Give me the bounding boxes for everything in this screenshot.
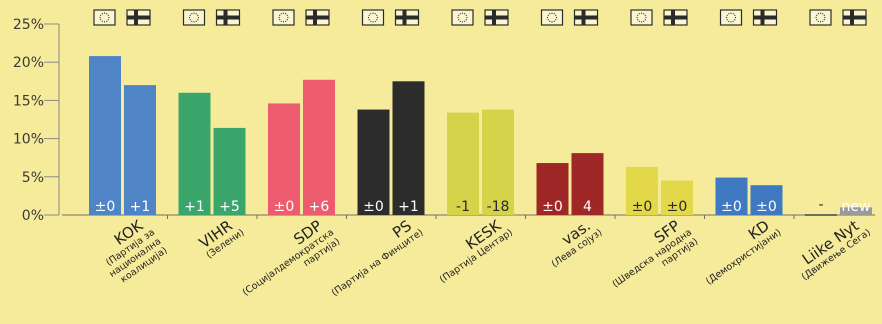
eu-flag-icon	[540, 9, 564, 26]
y-tick-label: 25%	[13, 17, 44, 33]
y-tick-label: 15%	[13, 93, 44, 109]
bar-change-label: +1	[184, 199, 205, 215]
eu-flag-icon	[93, 9, 116, 26]
eu-flag-icon	[272, 9, 295, 26]
bar-change-label: +1	[130, 199, 151, 215]
eu-flag-icon	[630, 9, 653, 26]
bar-change-label: ±0	[756, 199, 777, 215]
finland-flag-icon	[305, 9, 330, 26]
bar	[661, 180, 693, 215]
bar	[447, 112, 479, 215]
bar	[178, 92, 211, 215]
bar-change-label: ±0	[632, 199, 653, 215]
bar	[840, 207, 872, 215]
finland-flag-icon	[573, 9, 599, 26]
bar	[89, 56, 121, 216]
bar-group-kok: ±0 +1	[89, 56, 156, 216]
eu-flag-icon	[451, 9, 474, 26]
bar	[715, 177, 748, 215]
bar-change-label: ±0	[542, 199, 563, 215]
finland-flag-icon	[215, 9, 241, 26]
bar	[268, 103, 300, 215]
bar-change-label: ±0	[95, 199, 116, 215]
finland-flag-icon	[126, 9, 151, 26]
bar-group-vihr: +1 +5	[178, 92, 246, 215]
bar-change-label: +5	[219, 199, 240, 215]
bar	[626, 166, 658, 215]
bar	[571, 153, 604, 215]
category-label: vas.(Лева сојуз)	[550, 217, 605, 270]
category-subtitle: (Партија на Финците)	[330, 227, 426, 299]
eu-flag-icon	[719, 9, 743, 26]
bar-change-label: ±0	[667, 199, 688, 215]
y-tick-label: 20%	[13, 55, 44, 71]
bar-change-label: -	[818, 197, 823, 213]
bar-group-sdp: ±0 +6	[268, 79, 335, 215]
y-tick-label: 10%	[13, 132, 44, 148]
bar	[750, 185, 783, 215]
category-subtitle: (Демохристијани)	[704, 227, 783, 287]
bar-group-vas: ±0 4	[536, 153, 604, 215]
y-tick-label: 0%	[22, 208, 44, 224]
bar-change-label: ±0	[274, 199, 295, 215]
bar	[303, 79, 335, 215]
finland-flag-icon	[394, 9, 420, 26]
finland-flag-icon	[752, 9, 778, 26]
category-label: PS(Партија на Финците)	[330, 217, 426, 299]
bar-change-label: new	[842, 199, 871, 215]
legend-flags	[93, 9, 867, 26]
finland-flag-icon	[663, 9, 688, 26]
category-label: KESK(Партија Центар)	[438, 216, 515, 286]
bars: ±0 +1 +1 +5 ±0 +6 ±0 +1 -1 -18 ±0 4 ±0 ±0 ±0 ±0 - new	[89, 56, 872, 216]
bar-group-sfp: ±0 ±0	[626, 166, 693, 215]
bar-group-ps: ±0 +1	[357, 81, 425, 215]
category-label: Liike Nyt(Движење Сега)	[799, 216, 873, 282]
bar	[392, 81, 425, 215]
eu-flag-icon	[809, 9, 832, 26]
bar-change-label: +1	[398, 199, 419, 215]
bar-change-label: -18	[487, 199, 510, 215]
bar-change-label: +6	[309, 199, 330, 215]
bar-group-kesk: -1 -18	[447, 109, 514, 215]
finland-flag-icon	[842, 9, 867, 26]
bar	[357, 109, 390, 215]
bar-group-liike-nyt: - new	[805, 197, 872, 216]
bar-change-label: -1	[456, 199, 470, 215]
category-label: KD(Демохристијани)	[704, 217, 783, 288]
bar-change-label: ±0	[363, 199, 384, 215]
category-subtitle: (Шведска народна	[611, 227, 694, 290]
bar-change-label: 4	[583, 199, 592, 215]
bar-group-kd: ±0 ±0	[715, 177, 783, 215]
eu-flag-icon	[182, 9, 206, 26]
category-subtitle: (Социјалдемократска	[241, 227, 336, 298]
bar	[124, 85, 156, 216]
bar	[482, 109, 514, 215]
finland-flag-icon	[484, 9, 509, 26]
bar	[536, 163, 569, 215]
bar	[213, 127, 246, 215]
y-tick-label: 5%	[22, 170, 44, 186]
bar-change-label: ±0	[721, 199, 742, 215]
category-label: VIHR(Зелени)	[196, 217, 247, 262]
eu-flag-icon	[361, 9, 385, 26]
